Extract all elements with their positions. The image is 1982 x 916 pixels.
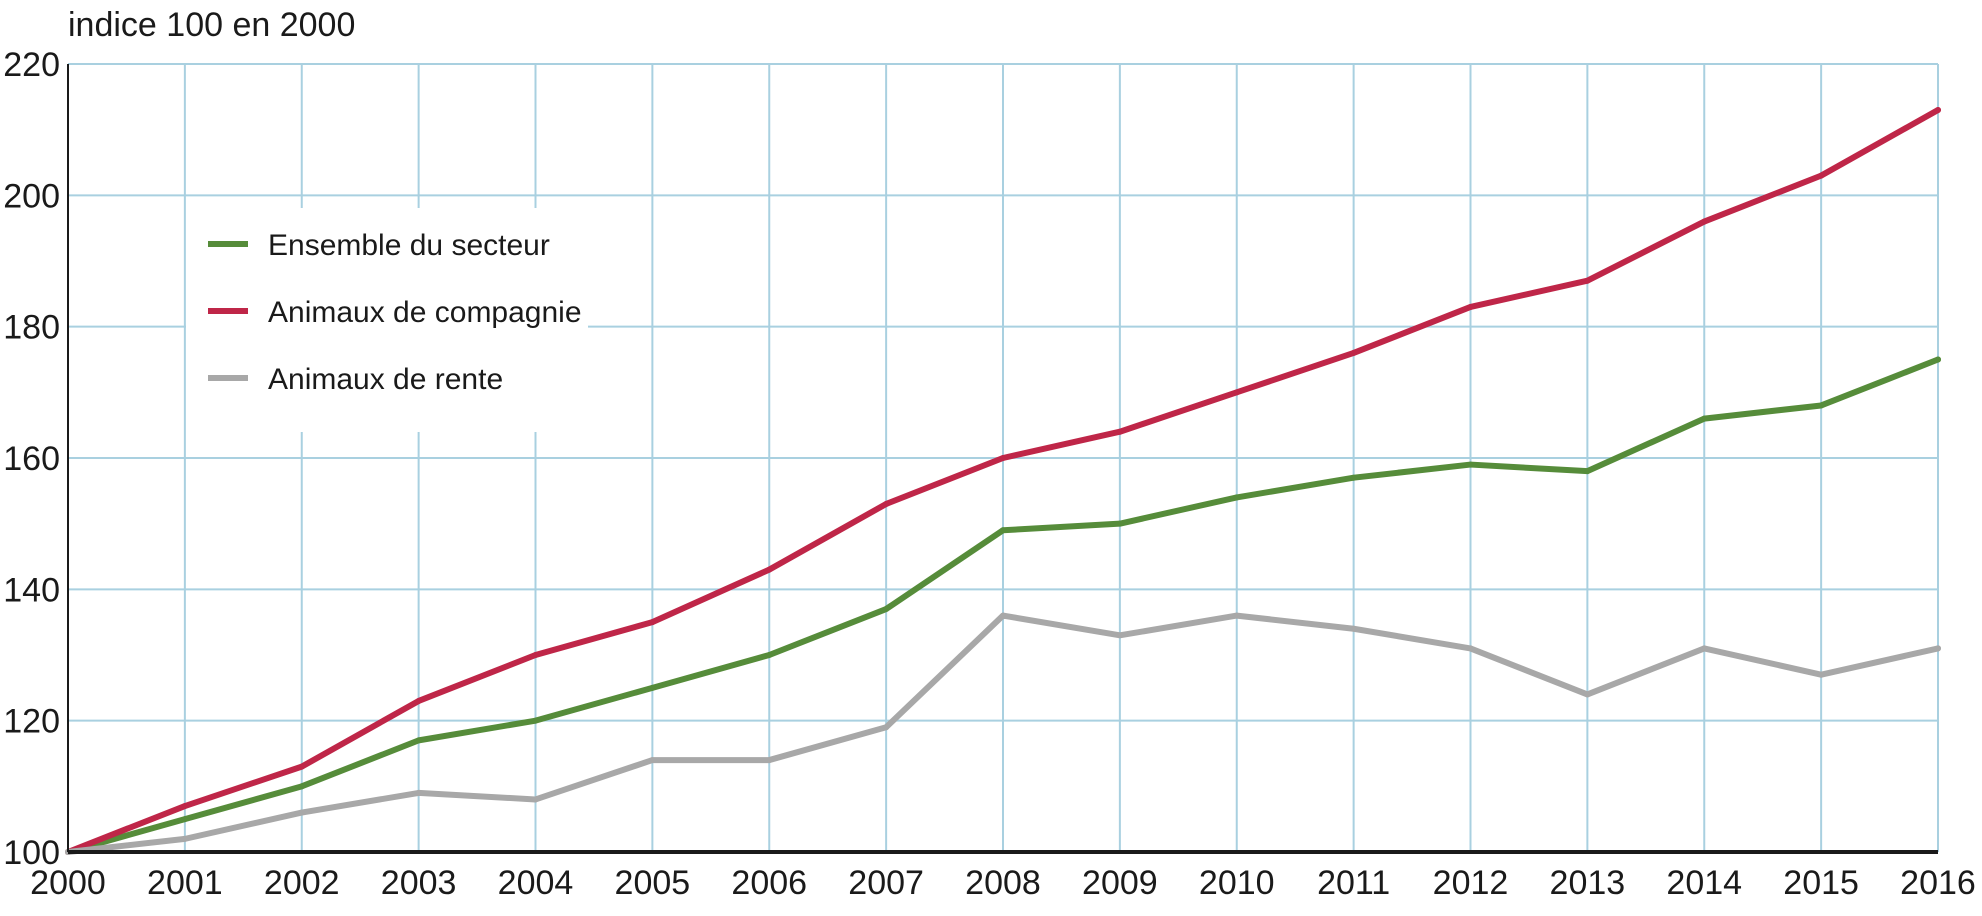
data-point-s1-2012 — [1467, 461, 1474, 468]
legend-box — [186, 208, 588, 432]
x-tick-label-2001: 2001 — [147, 864, 223, 902]
data-point-s3-2005 — [649, 757, 656, 764]
data-point-s2-2005 — [649, 619, 656, 626]
data-point-s2-2009 — [1116, 428, 1123, 435]
data-point-s2-2008 — [1000, 455, 1006, 461]
data-point-s2-2016 — [1935, 106, 1941, 113]
data-point-s2-2012 — [1467, 303, 1474, 310]
x-tick-label-2006: 2006 — [731, 864, 807, 902]
x-tick-label-2013: 2013 — [1550, 864, 1626, 902]
data-point-s3-2007 — [883, 724, 890, 731]
series-lines — [65, 106, 1941, 855]
y-tick-label-120: 120 — [3, 703, 60, 741]
data-point-s1-2013 — [1584, 468, 1591, 475]
data-point-s1-2010 — [1233, 494, 1240, 501]
data-point-s3-2006 — [766, 757, 773, 764]
legend-label-2: Animaux de compagnie — [268, 296, 582, 329]
data-point-s3-2003 — [415, 789, 422, 796]
data-point-s2-2013 — [1584, 277, 1591, 284]
data-point-s3-2010 — [1233, 612, 1240, 619]
data-point-s1-2004 — [532, 717, 539, 724]
data-point-s2-2006 — [766, 566, 773, 573]
data-point-s1-2015 — [1818, 402, 1825, 409]
data-point-s1-2007 — [883, 606, 890, 613]
y-tick-labels: 100 120 140 160 180 200 220 — [3, 46, 60, 872]
data-point-s2-2001 — [181, 803, 188, 810]
data-point-s3-2013 — [1584, 691, 1591, 698]
y-tick-label-140: 140 — [3, 571, 60, 609]
data-point-s1-2016 — [1935, 356, 1941, 363]
y-tick-label-100: 100 — [3, 834, 60, 872]
x-tick-label-2015: 2015 — [1783, 864, 1859, 902]
data-point-s3-2016 — [1935, 645, 1941, 652]
data-point-s2-2015 — [1818, 172, 1825, 179]
y-tick-label-160: 160 — [3, 440, 60, 478]
data-point-s1-2005 — [649, 684, 656, 691]
x-tick-label-2009: 2009 — [1082, 864, 1158, 902]
legend-label-1: Ensemble du secteur — [268, 229, 550, 262]
x-tick-label-2002: 2002 — [264, 864, 340, 902]
data-point-s1-2009 — [1116, 520, 1123, 527]
data-point-s3-2008 — [1000, 612, 1006, 619]
data-point-s2-2011 — [1350, 349, 1357, 356]
data-point-s3-2004 — [532, 796, 539, 803]
x-tick-label-2010: 2010 — [1199, 864, 1275, 902]
y-tick-label-180: 180 — [3, 309, 60, 347]
x-tick-label-2014: 2014 — [1666, 864, 1742, 902]
x-tick-label-2007: 2007 — [848, 864, 924, 902]
y-tick-label-200: 200 — [3, 177, 60, 215]
x-tick-label-2004: 2004 — [498, 864, 574, 902]
data-point-s1-2006 — [766, 652, 773, 658]
data-point-s1-2001 — [181, 816, 188, 823]
legend: Ensemble du secteur Animaux de compagnie A… — [208, 229, 582, 396]
data-point-s2-2002 — [298, 763, 305, 770]
x-tick-label-2005: 2005 — [615, 864, 691, 902]
grid — [67, 63, 1939, 852]
data-point-s2-2004 — [532, 652, 539, 658]
data-point-s3-2002 — [298, 809, 305, 816]
x-tick-label-2011: 2011 — [1317, 864, 1390, 902]
data-point-s3-2015 — [1818, 671, 1825, 678]
data-point-s3-2011 — [1350, 625, 1357, 632]
data-point-s1-2002 — [298, 783, 305, 790]
legend-label-3: Animaux de rente — [268, 363, 503, 396]
data-point-s2-2014 — [1701, 218, 1708, 225]
x-tick-label-2016: 2016 — [1900, 864, 1976, 902]
data-point-s1-2003 — [415, 737, 422, 744]
y-tick-label-220: 220 — [3, 46, 60, 84]
data-point-s2-2003 — [415, 697, 422, 704]
y-axis-unit-label: indice 100 en 2000 — [68, 6, 355, 44]
data-point-s3-2012 — [1467, 645, 1474, 652]
x-tick-labels: 2000 2001 2002 2003 2004 2005 2006 2007 2008 2009… — [30, 864, 1976, 902]
data-point-s3-2014 — [1701, 645, 1708, 652]
data-point-s3-2009 — [1116, 632, 1123, 639]
x-tick-label-2008: 2008 — [965, 864, 1041, 902]
data-point-s3-2001 — [181, 835, 188, 842]
data-point-s1-2014 — [1701, 415, 1708, 422]
data-point-s2-2010 — [1233, 389, 1240, 396]
x-tick-label-2012: 2012 — [1433, 864, 1509, 902]
x-tick-label-2003: 2003 — [381, 864, 457, 902]
x-tick-label-2000: 2000 — [30, 864, 106, 902]
legend-background — [186, 208, 588, 432]
data-point-s2-2007 — [883, 500, 890, 507]
data-point-s1-2008 — [1000, 527, 1006, 534]
axes — [67, 64, 1938, 854]
data-point-s1-2011 — [1350, 474, 1357, 481]
